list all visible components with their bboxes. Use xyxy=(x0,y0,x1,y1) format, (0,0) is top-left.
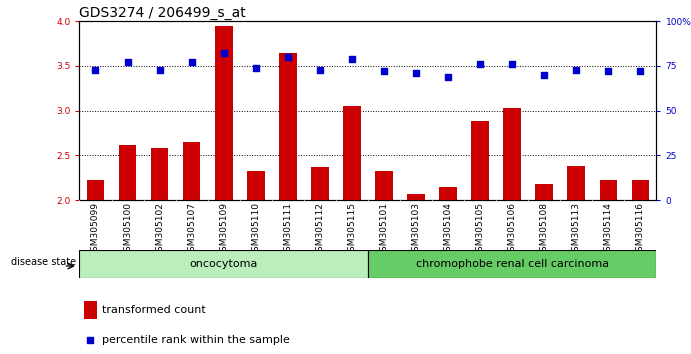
Point xyxy=(635,68,646,74)
Point xyxy=(314,67,325,72)
Point xyxy=(379,68,390,74)
Text: disease state: disease state xyxy=(11,257,76,267)
Point xyxy=(85,337,96,343)
Text: GSM305111: GSM305111 xyxy=(283,202,292,257)
Bar xyxy=(84,301,97,319)
Point xyxy=(410,70,422,76)
Text: GSM305114: GSM305114 xyxy=(604,202,613,257)
Text: GSM305112: GSM305112 xyxy=(315,202,324,257)
Text: GSM305101: GSM305101 xyxy=(379,202,388,257)
Bar xyxy=(600,180,617,200)
Point xyxy=(90,67,101,72)
Text: GSM305106: GSM305106 xyxy=(508,202,517,257)
Bar xyxy=(151,148,169,200)
Bar xyxy=(183,142,200,200)
Bar xyxy=(567,166,585,200)
Text: GSM305110: GSM305110 xyxy=(252,202,261,257)
Text: GSM305100: GSM305100 xyxy=(123,202,132,257)
Bar xyxy=(368,250,656,278)
Text: GSM305115: GSM305115 xyxy=(348,202,357,257)
Bar xyxy=(119,144,136,200)
Point xyxy=(218,51,229,56)
Bar xyxy=(79,250,368,278)
Text: GDS3274 / 206499_s_at: GDS3274 / 206499_s_at xyxy=(79,6,246,20)
Point xyxy=(122,59,133,65)
Point xyxy=(571,67,582,72)
Point xyxy=(603,68,614,74)
Text: transformed count: transformed count xyxy=(102,305,205,315)
Text: GSM305108: GSM305108 xyxy=(540,202,549,257)
Text: GSM305103: GSM305103 xyxy=(412,202,421,257)
Point xyxy=(475,61,486,67)
Text: GSM305116: GSM305116 xyxy=(636,202,645,257)
Point xyxy=(539,72,550,78)
Bar xyxy=(279,52,296,200)
Text: GSM305109: GSM305109 xyxy=(219,202,228,257)
Point xyxy=(442,74,453,80)
Text: GSM305102: GSM305102 xyxy=(155,202,164,257)
Text: percentile rank within the sample: percentile rank within the sample xyxy=(102,335,290,345)
Text: GSM305113: GSM305113 xyxy=(572,202,581,257)
Bar xyxy=(375,171,392,200)
Bar xyxy=(343,106,361,200)
Point xyxy=(186,59,197,65)
Bar xyxy=(536,184,553,200)
Point xyxy=(250,65,261,70)
Text: GSM305105: GSM305105 xyxy=(475,202,484,257)
Text: GSM305104: GSM305104 xyxy=(444,202,453,257)
Bar xyxy=(86,180,104,200)
Bar xyxy=(632,180,650,200)
Bar xyxy=(215,26,233,200)
Point xyxy=(507,61,518,67)
Text: GSM305099: GSM305099 xyxy=(91,202,100,257)
Bar xyxy=(471,121,489,200)
Bar xyxy=(439,188,457,200)
Bar xyxy=(311,167,329,200)
Bar xyxy=(503,108,521,200)
Bar xyxy=(407,194,425,200)
Text: GSM305107: GSM305107 xyxy=(187,202,196,257)
Text: oncocytoma: oncocytoma xyxy=(189,259,258,269)
Text: chromophobe renal cell carcinoma: chromophobe renal cell carcinoma xyxy=(416,259,609,269)
Point xyxy=(154,67,165,72)
Point xyxy=(283,54,294,60)
Bar xyxy=(247,171,265,200)
Point xyxy=(346,56,357,62)
